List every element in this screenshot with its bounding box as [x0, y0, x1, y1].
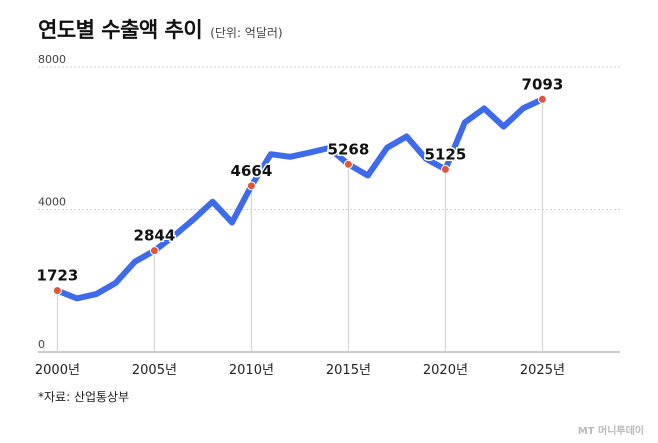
source-note: *자료: 산업통상부 [38, 390, 130, 404]
data-label: 2844 [134, 227, 176, 245]
x-tick-label: 2000년 [35, 363, 80, 378]
x-tick-label: 2025년 [520, 363, 565, 378]
chart-unit: (단위: 억달러) [210, 26, 283, 40]
y-tick-label: 0 [38, 338, 45, 351]
x-tick-label: 2010년 [229, 363, 274, 378]
data-point-marker [149, 246, 159, 256]
data-point-marker [52, 286, 62, 296]
x-tick-label: 2020년 [423, 363, 468, 378]
data-point-marker [343, 159, 353, 169]
data-label: 5268 [328, 140, 370, 158]
chart-header: 연도별 수출액 추이 (단위: 억달러) [38, 14, 283, 44]
x-tick-label: 2015년 [326, 363, 371, 378]
data-label: 5125 [425, 145, 467, 163]
data-point-marker [440, 164, 450, 174]
data-label: 1723 [37, 267, 79, 285]
y-tick-label: 4000 [38, 196, 66, 209]
data-point-marker [246, 181, 256, 191]
data-point-marker [537, 94, 547, 104]
x-tick-label: 2005년 [132, 363, 177, 378]
series-line [54, 96, 546, 302]
data-label: 4664 [231, 162, 273, 180]
publisher-watermark: MT 머니투데이 [577, 426, 644, 437]
chart-title: 연도별 수출액 추이 [38, 18, 203, 42]
y-tick-label: 8000 [38, 53, 66, 66]
data-label: 7093 [522, 75, 564, 93]
